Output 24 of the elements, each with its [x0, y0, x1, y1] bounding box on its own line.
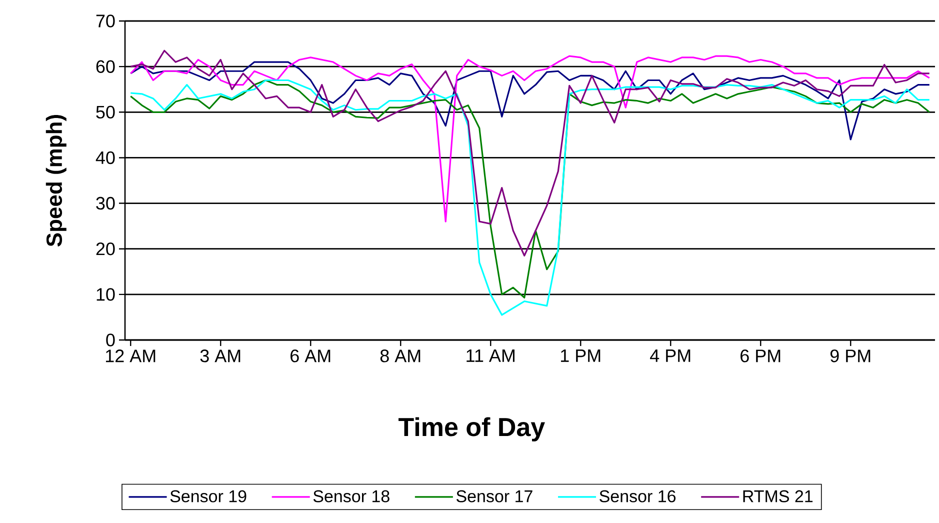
legend-label: Sensor 19	[170, 490, 246, 502]
y-axis-title: Speed (mph)	[46, 114, 66, 246]
legend-label: Sensor 16	[600, 490, 676, 502]
x-tick-label: 12 AM	[106, 350, 156, 362]
x-axis-title: Time of Day	[398, 417, 545, 442]
y-tick-label: 60	[96, 60, 115, 73]
x-tick-label: 6 AM	[290, 350, 330, 362]
y-tick-label: 30	[96, 196, 115, 210]
y-tick-label: 40	[96, 151, 115, 164]
y-tick-label: 70	[96, 14, 115, 28]
x-tick-label: 9 PM	[830, 350, 870, 362]
x-tick-label: 4 PM	[650, 350, 690, 362]
y-tick-label: 0	[106, 334, 115, 346]
x-tick-label: 3 AM	[200, 350, 240, 362]
x-tick-label: 6 PM	[740, 350, 780, 362]
y-tick-label: 50	[96, 106, 115, 119]
legend-label: Sensor 17	[456, 490, 532, 502]
legend-label: RTMS 21	[743, 490, 813, 502]
y-tick-label: 20	[96, 242, 115, 256]
x-tick-label: 1 PM	[561, 350, 600, 362]
y-tick-label: 10	[96, 288, 115, 301]
x-tick-label: 8 AM	[380, 350, 420, 362]
x-tick-label: 11 AM	[466, 350, 514, 362]
legend-label: Sensor 18	[313, 490, 390, 502]
